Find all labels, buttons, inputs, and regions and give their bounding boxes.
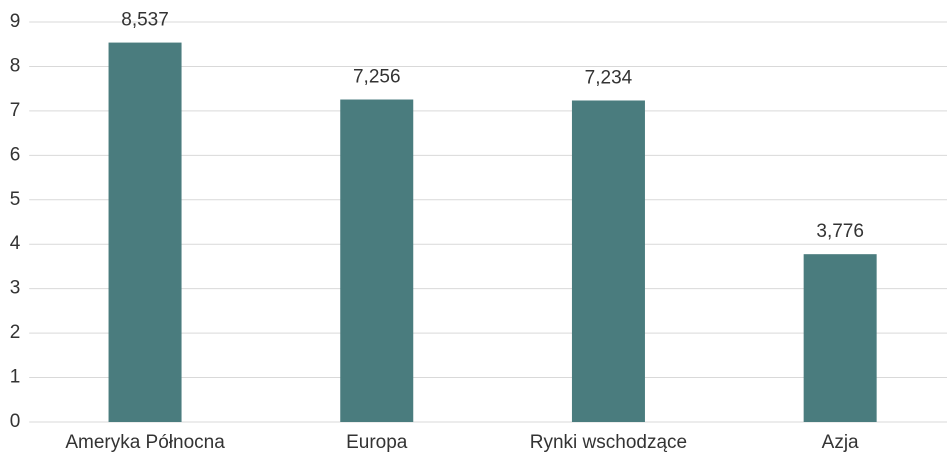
y-tick-label: 6 xyxy=(10,144,21,165)
x-tick-label: Azja xyxy=(822,432,859,453)
value-label: 3,776 xyxy=(816,221,864,242)
bar xyxy=(108,42,182,422)
bar xyxy=(340,99,414,422)
value-label: 7,234 xyxy=(585,68,633,89)
x-tick-label: Rynki wschodzące xyxy=(530,432,687,453)
x-tick-label: Europa xyxy=(346,432,408,453)
x-tick-label: Ameryka Północna xyxy=(65,432,225,453)
y-tick-label: 7 xyxy=(10,100,21,121)
y-tick-label: 0 xyxy=(10,411,21,432)
bar xyxy=(571,100,645,422)
y-tick-label: 9 xyxy=(10,11,21,32)
y-tick-label: 4 xyxy=(10,233,21,254)
value-label: 8,537 xyxy=(121,10,169,31)
y-tick-label: 2 xyxy=(10,322,21,343)
y-tick-label: 3 xyxy=(10,278,21,299)
value-label: 7,256 xyxy=(353,67,401,88)
y-tick-label: 8 xyxy=(10,55,21,76)
y-tick-label: 5 xyxy=(10,189,21,210)
bar xyxy=(803,254,877,422)
y-tick-label: 1 xyxy=(10,367,21,388)
